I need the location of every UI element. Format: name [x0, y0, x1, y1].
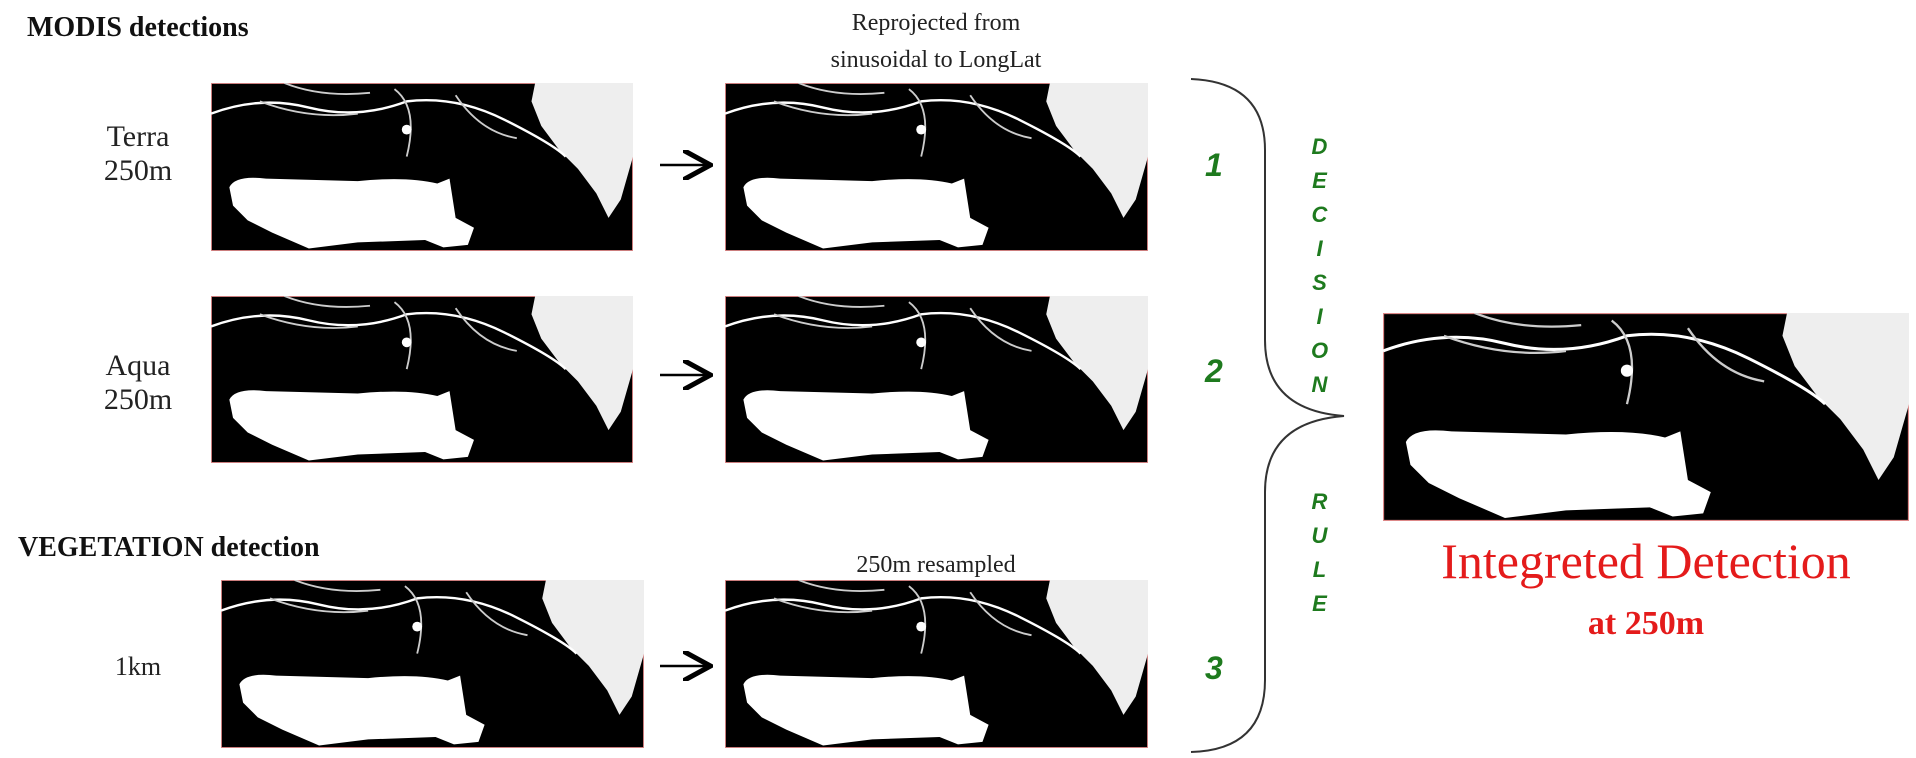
vertical-word: DECISION	[1306, 134, 1332, 406]
vertical-word: RULE	[1306, 489, 1332, 625]
map-image	[221, 580, 644, 748]
label-line: Terra	[107, 120, 170, 153]
page: MODIS detections Reprojected from sinusoi…	[0, 0, 1916, 758]
step-number: 1	[1205, 147, 1223, 184]
map-image	[725, 296, 1148, 463]
map-image	[725, 83, 1148, 251]
map-image	[211, 83, 633, 251]
result-subtitle: at 250m	[1386, 605, 1906, 643]
sensor-label: 1km	[78, 652, 198, 682]
note-line: sinusoidal to LongLat	[831, 47, 1042, 73]
heading: VEGETATION detection	[18, 532, 320, 564]
label-line: Aqua	[106, 349, 171, 382]
result-title: Integreted Detection	[1386, 532, 1906, 590]
arrows	[660, 165, 708, 666]
diagram	[0, 0, 1916, 758]
step-number: 2	[1205, 353, 1223, 390]
heading: MODIS detections	[27, 12, 249, 44]
note-line: Reprojected from	[852, 10, 1021, 36]
map-image	[211, 296, 633, 463]
map-images	[211, 83, 1909, 748]
note: Reprojected from sinusoidal to LongLat	[766, 5, 1106, 79]
map-image	[1383, 313, 1909, 521]
label-line: 250m	[104, 383, 172, 416]
note: 250m resampled	[766, 547, 1106, 584]
label-line: 250m	[104, 154, 172, 187]
step-number: 3	[1205, 650, 1223, 687]
map-image	[725, 580, 1148, 748]
